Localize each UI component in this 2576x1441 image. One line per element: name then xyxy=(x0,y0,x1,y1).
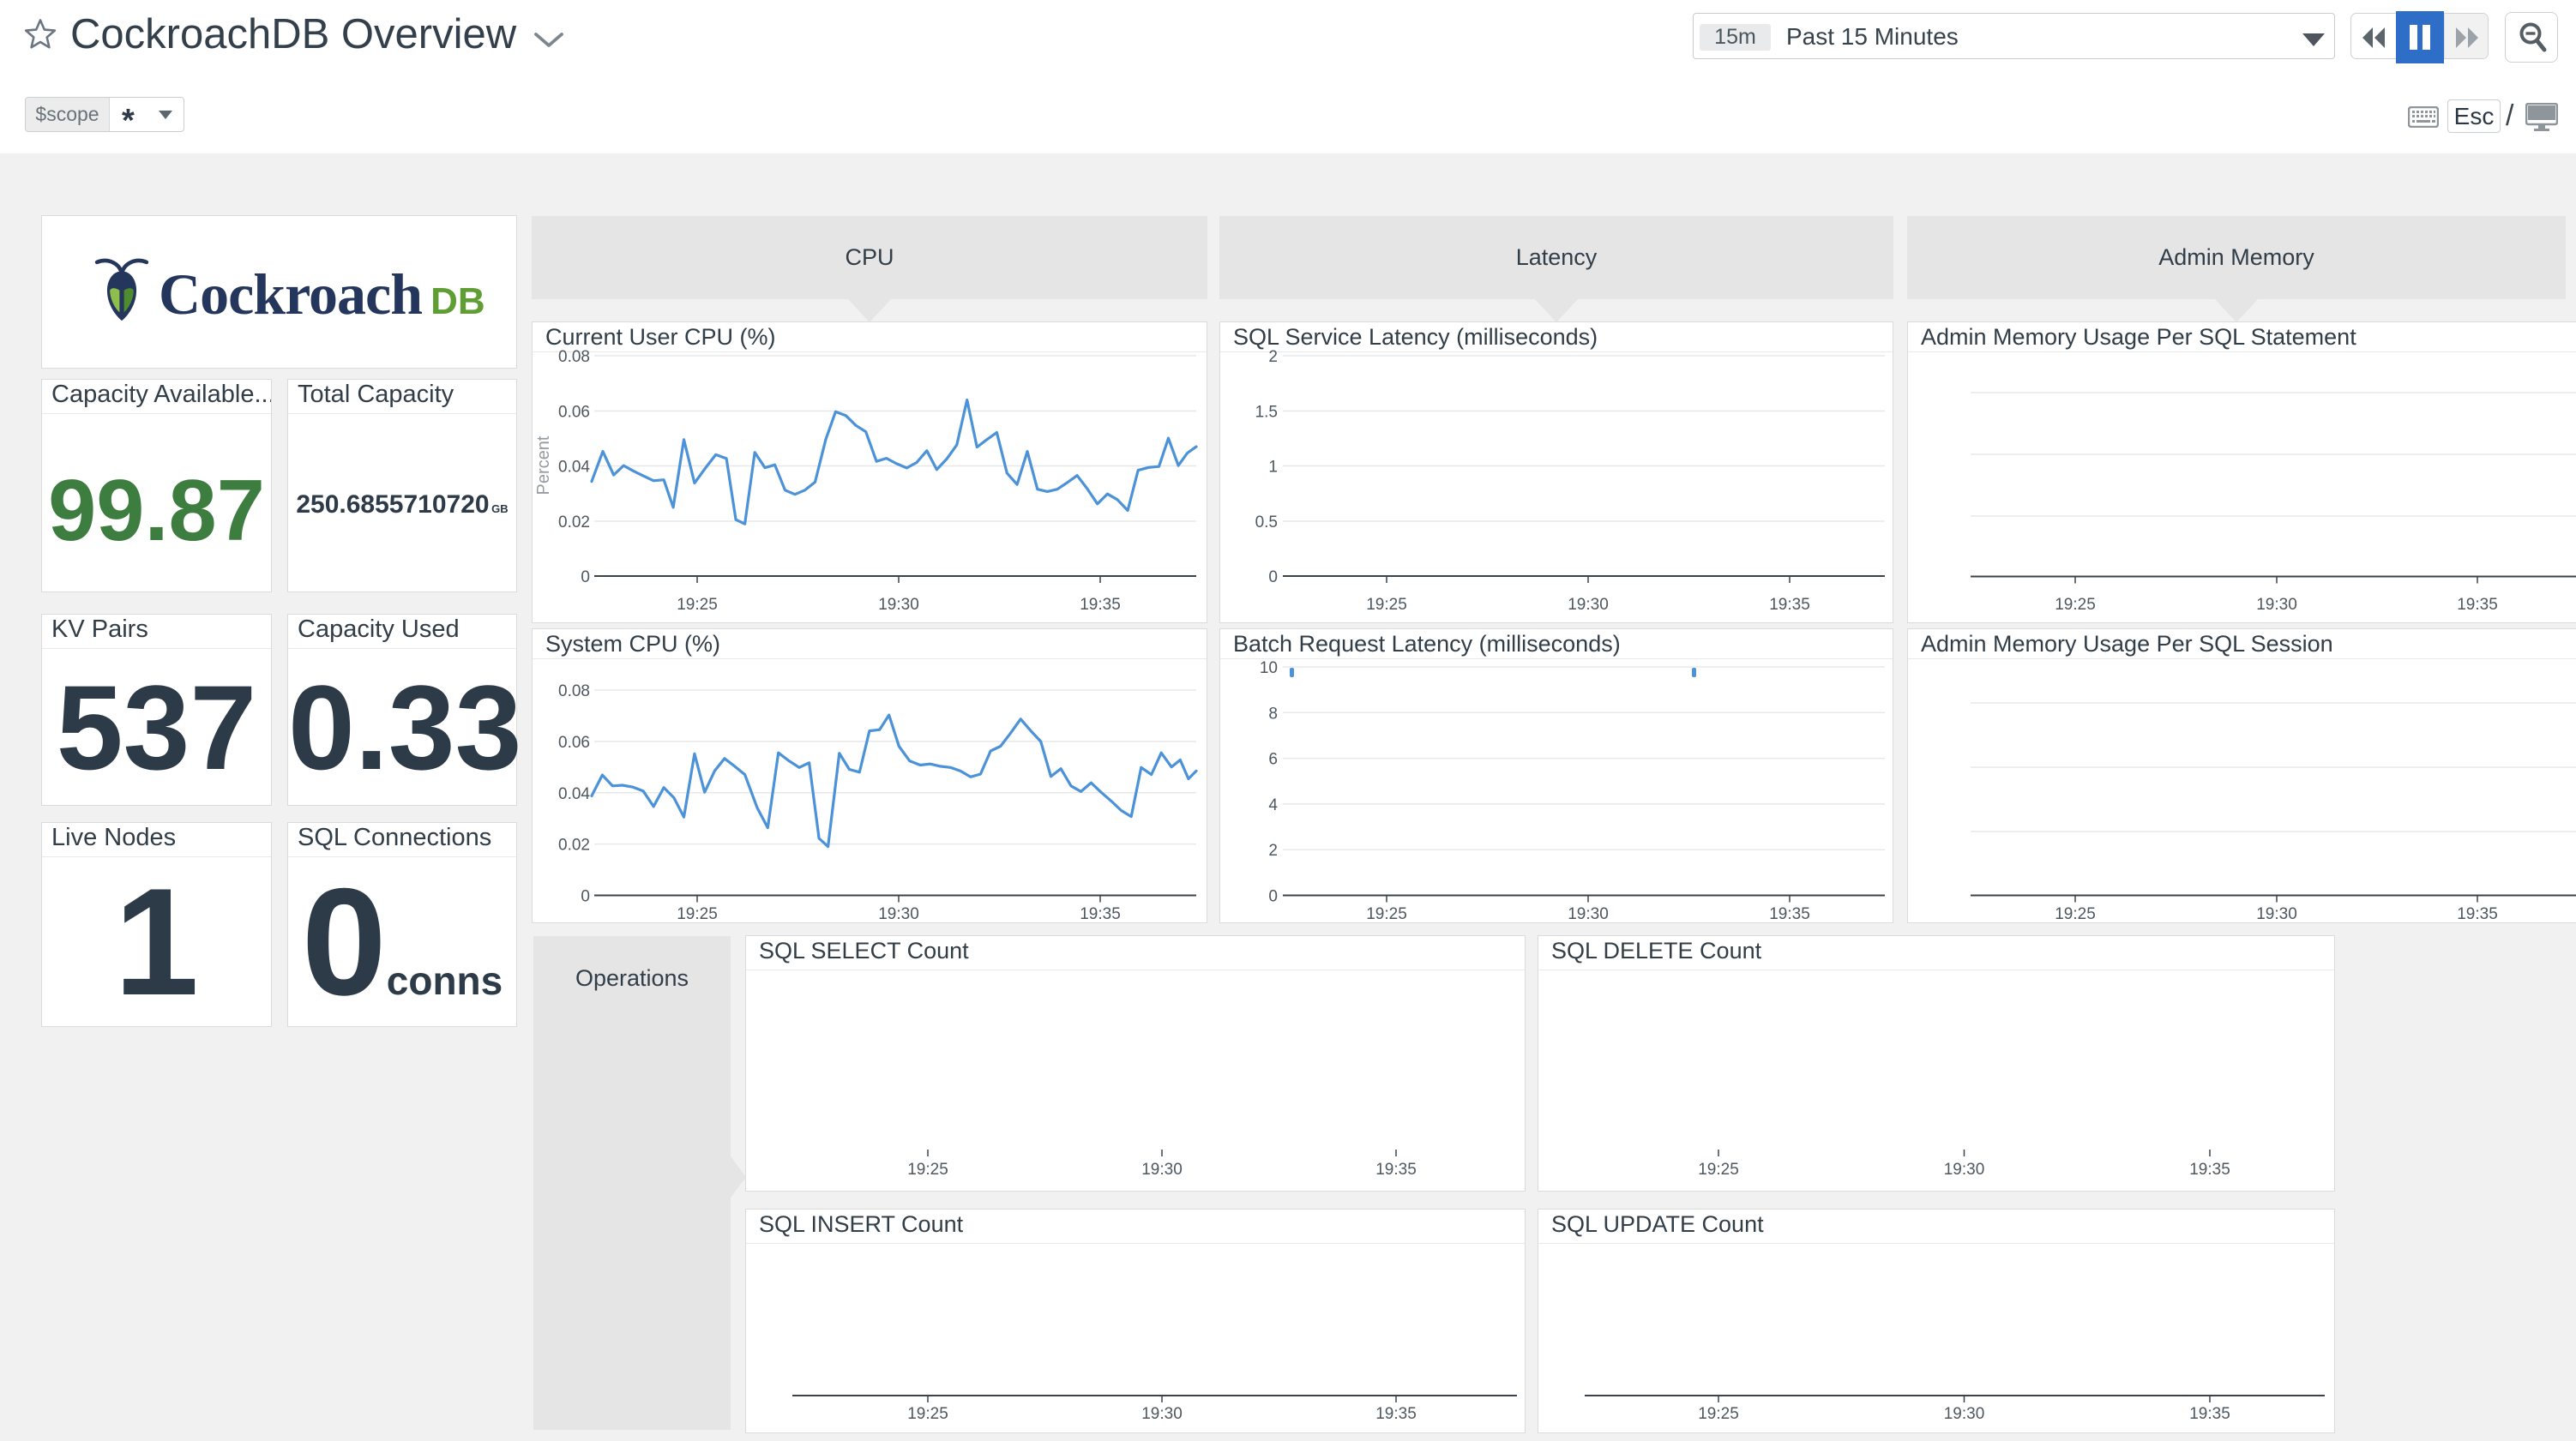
svg-text:19:35: 19:35 xyxy=(2189,1161,2230,1179)
svg-text:0.04: 0.04 xyxy=(558,459,590,477)
svg-text:19:30: 19:30 xyxy=(1944,1161,1985,1179)
svg-text:6: 6 xyxy=(1268,751,1278,769)
svg-text:19:30: 19:30 xyxy=(1141,1405,1183,1423)
svg-text:19:25: 19:25 xyxy=(907,1161,948,1179)
svg-text:0.5: 0.5 xyxy=(1255,513,1278,531)
svg-text:19:25: 19:25 xyxy=(2055,596,2096,614)
svg-text:19:35: 19:35 xyxy=(1080,905,1121,923)
svg-text:19:25: 19:25 xyxy=(1366,905,1407,923)
svg-text:0.06: 0.06 xyxy=(558,734,590,752)
svg-text:19:25: 19:25 xyxy=(1698,1405,1739,1423)
svg-text:19:25: 19:25 xyxy=(2055,905,2096,923)
svg-text:19:35: 19:35 xyxy=(2457,905,2498,923)
svg-text:19:30: 19:30 xyxy=(878,596,919,614)
svg-text:0: 0 xyxy=(1268,888,1278,906)
svg-text:19:30: 19:30 xyxy=(878,905,919,923)
svg-text:19:35: 19:35 xyxy=(1080,596,1121,614)
svg-text:8: 8 xyxy=(1268,705,1278,723)
svg-text:0.08: 0.08 xyxy=(558,348,590,366)
svg-text:2: 2 xyxy=(1268,842,1278,860)
svg-text:19:30: 19:30 xyxy=(1944,1405,1985,1423)
svg-text:19:25: 19:25 xyxy=(1366,596,1407,614)
svg-text:0.02: 0.02 xyxy=(558,513,590,531)
svg-text:0.06: 0.06 xyxy=(558,404,590,422)
svg-text:0.08: 0.08 xyxy=(558,682,590,700)
svg-text:19:30: 19:30 xyxy=(1568,596,1609,614)
svg-text:1.5: 1.5 xyxy=(1255,404,1278,422)
svg-text:19:25: 19:25 xyxy=(1698,1161,1739,1179)
svg-text:19:30: 19:30 xyxy=(2256,905,2297,923)
svg-text:19:25: 19:25 xyxy=(907,1405,948,1423)
svg-text:19:30: 19:30 xyxy=(1141,1161,1183,1179)
svg-text:19:35: 19:35 xyxy=(1375,1161,1417,1179)
svg-text:Percent: Percent xyxy=(534,435,553,495)
svg-text:0: 0 xyxy=(1268,568,1278,586)
svg-text:19:35: 19:35 xyxy=(1769,596,1810,614)
svg-text:19:25: 19:25 xyxy=(677,596,718,614)
svg-text:19:25: 19:25 xyxy=(677,905,718,923)
svg-text:19:30: 19:30 xyxy=(1568,905,1609,923)
svg-text:19:30: 19:30 xyxy=(2256,596,2297,614)
svg-text:19:35: 19:35 xyxy=(1375,1405,1417,1423)
svg-text:19:35: 19:35 xyxy=(2457,596,2498,614)
svg-text:4: 4 xyxy=(1268,796,1278,814)
svg-text:19:35: 19:35 xyxy=(2189,1405,2230,1423)
svg-text:0: 0 xyxy=(581,568,590,586)
svg-text:19:35: 19:35 xyxy=(1769,905,1810,923)
svg-text:10: 10 xyxy=(1260,659,1278,677)
svg-text:0.02: 0.02 xyxy=(558,837,590,855)
svg-text:0.04: 0.04 xyxy=(558,785,590,803)
svg-text:0: 0 xyxy=(581,888,590,906)
svg-text:1: 1 xyxy=(1268,459,1278,477)
svg-text:2: 2 xyxy=(1268,348,1278,366)
